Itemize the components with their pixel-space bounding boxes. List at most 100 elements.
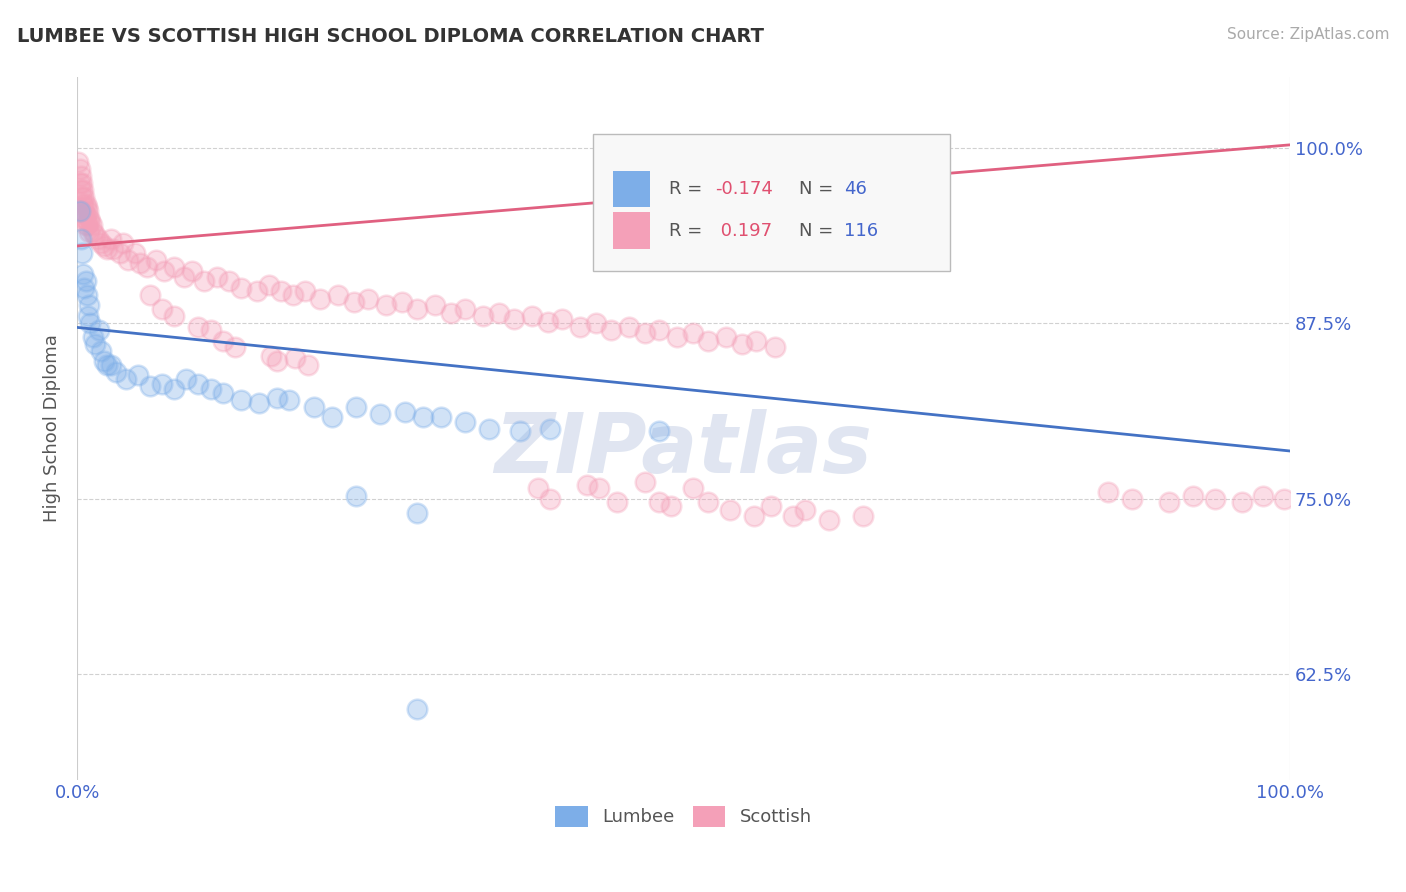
Point bbox=[145, 252, 167, 267]
Point bbox=[211, 334, 233, 349]
Point bbox=[634, 475, 657, 489]
Point bbox=[76, 200, 98, 214]
Point bbox=[224, 340, 246, 354]
Point bbox=[745, 334, 768, 349]
Point bbox=[1230, 494, 1253, 508]
Point bbox=[343, 295, 366, 310]
Point bbox=[69, 183, 91, 197]
Point bbox=[575, 477, 598, 491]
Point bbox=[412, 410, 434, 425]
Point bbox=[247, 396, 270, 410]
Text: R =: R = bbox=[669, 221, 709, 240]
Point bbox=[538, 491, 561, 506]
FancyBboxPatch shape bbox=[613, 212, 650, 249]
Point bbox=[551, 312, 574, 326]
Point bbox=[634, 326, 657, 340]
Point bbox=[114, 372, 136, 386]
Point bbox=[394, 405, 416, 419]
Point bbox=[488, 306, 510, 320]
Point bbox=[585, 316, 607, 330]
Point bbox=[187, 320, 209, 334]
Point bbox=[472, 309, 495, 323]
Point bbox=[69, 161, 91, 176]
Point bbox=[538, 421, 561, 435]
Point bbox=[77, 309, 100, 323]
Point bbox=[87, 323, 110, 337]
Point bbox=[759, 499, 782, 513]
Point bbox=[136, 260, 159, 274]
Point bbox=[1097, 484, 1119, 499]
Point bbox=[75, 274, 97, 288]
Point bbox=[173, 269, 195, 284]
Point bbox=[344, 401, 367, 415]
Point bbox=[405, 506, 427, 520]
Point bbox=[229, 281, 252, 295]
Point bbox=[150, 376, 173, 391]
Point bbox=[76, 288, 98, 302]
Point bbox=[79, 316, 101, 330]
Point bbox=[246, 284, 269, 298]
Point bbox=[440, 306, 463, 320]
Point bbox=[75, 197, 97, 211]
Point bbox=[357, 293, 380, 307]
Text: LUMBEE VS SCOTTISH HIGH SCHOOL DIPLOMA CORRELATION CHART: LUMBEE VS SCOTTISH HIGH SCHOOL DIPLOMA C… bbox=[17, 27, 763, 45]
Text: Source: ZipAtlas.com: Source: ZipAtlas.com bbox=[1226, 27, 1389, 42]
Point bbox=[405, 702, 427, 716]
Point bbox=[200, 382, 222, 396]
Point bbox=[73, 200, 96, 214]
Point bbox=[76, 213, 98, 227]
Point bbox=[163, 260, 186, 274]
Point bbox=[73, 281, 96, 295]
Point bbox=[682, 326, 704, 340]
Legend: Lumbee, Scottish: Lumbee, Scottish bbox=[548, 798, 818, 834]
Point bbox=[666, 330, 689, 344]
Text: N =: N = bbox=[799, 180, 839, 198]
Point bbox=[103, 242, 125, 256]
Point bbox=[731, 337, 754, 351]
Point bbox=[75, 208, 97, 222]
Point bbox=[108, 246, 131, 260]
Point bbox=[218, 274, 240, 288]
Point bbox=[509, 425, 531, 439]
Point bbox=[174, 372, 197, 386]
Point bbox=[187, 376, 209, 391]
Point bbox=[617, 320, 640, 334]
Point bbox=[104, 365, 127, 379]
Point bbox=[77, 211, 100, 225]
FancyBboxPatch shape bbox=[592, 134, 950, 270]
Point bbox=[527, 481, 550, 495]
Point bbox=[181, 264, 204, 278]
Point bbox=[211, 386, 233, 401]
Point bbox=[648, 323, 671, 337]
Y-axis label: High School Diploma: High School Diploma bbox=[44, 334, 60, 523]
Point bbox=[200, 323, 222, 337]
Point bbox=[77, 218, 100, 232]
Point bbox=[84, 227, 107, 242]
Point bbox=[696, 334, 718, 349]
Point bbox=[648, 494, 671, 508]
Point bbox=[112, 236, 135, 251]
Point bbox=[193, 274, 215, 288]
Point bbox=[718, 503, 741, 517]
Point bbox=[375, 298, 398, 312]
Point bbox=[302, 401, 325, 415]
Text: R =: R = bbox=[669, 180, 709, 198]
Text: 116: 116 bbox=[844, 221, 877, 240]
Point bbox=[72, 203, 94, 218]
Point bbox=[163, 309, 186, 323]
Point bbox=[344, 489, 367, 503]
Point bbox=[117, 252, 139, 267]
Point bbox=[278, 393, 301, 408]
Point bbox=[260, 349, 283, 363]
Point bbox=[454, 415, 477, 429]
Point bbox=[405, 302, 427, 317]
Text: -0.174: -0.174 bbox=[716, 180, 773, 198]
Point bbox=[606, 494, 628, 508]
Point bbox=[153, 264, 176, 278]
Point bbox=[82, 225, 104, 239]
Point bbox=[308, 293, 330, 307]
Point bbox=[127, 368, 149, 383]
Point bbox=[139, 288, 162, 302]
Point bbox=[266, 391, 288, 405]
Point bbox=[93, 354, 115, 368]
